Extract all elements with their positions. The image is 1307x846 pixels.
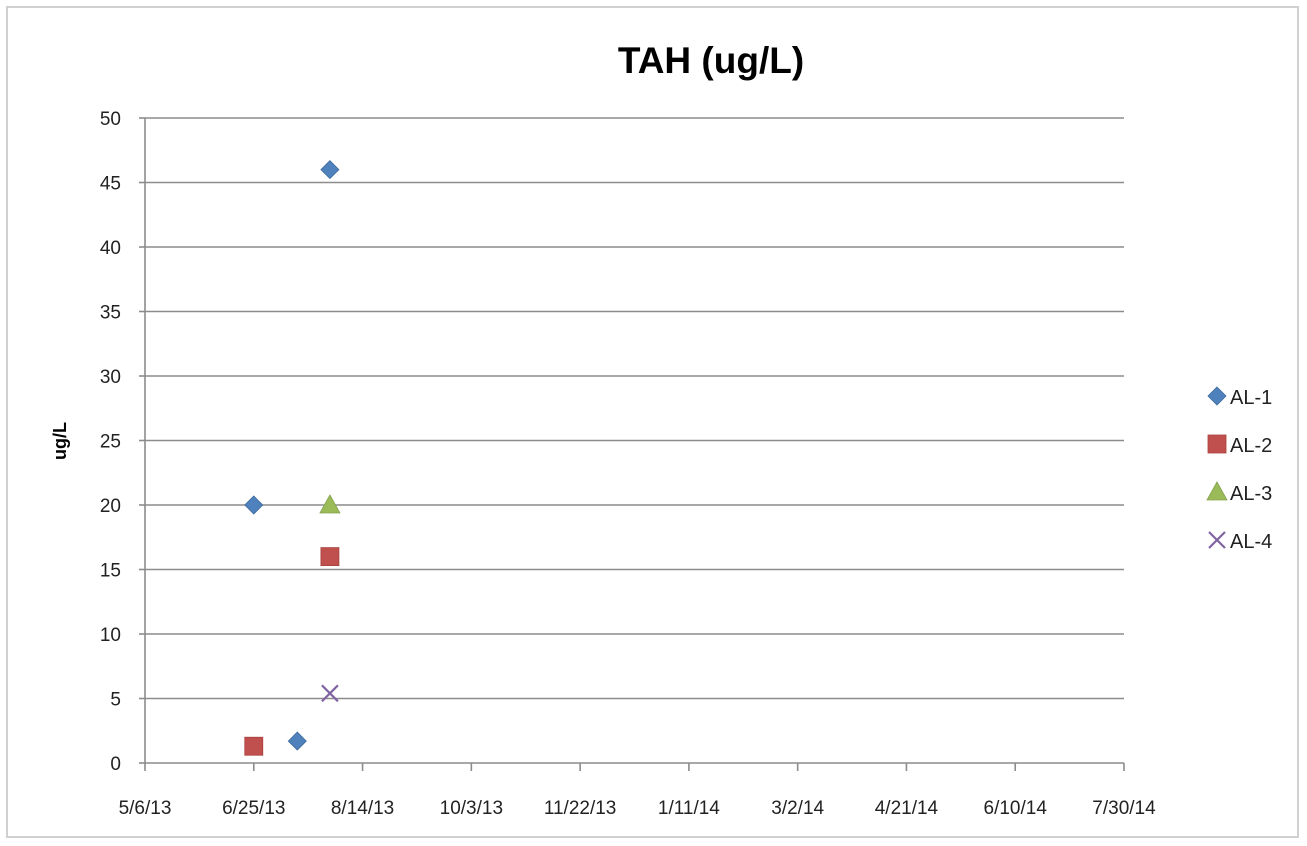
- legend-marker-al-1: [1207, 386, 1227, 406]
- y-tick-label: 15: [100, 561, 121, 582]
- data-point-al-2: [320, 547, 340, 566]
- x-tick-label: 6/10/14: [984, 798, 1048, 819]
- y-tick-label: 35: [100, 303, 121, 324]
- x-tick-label: 4/21/14: [875, 798, 939, 819]
- x-tick-label: 3/2/14: [771, 798, 824, 819]
- x-tick-label: 10/3/13: [440, 798, 503, 819]
- y-tick-label: 45: [100, 174, 121, 195]
- gridlines: [145, 117, 1124, 700]
- legend: AL-1 AL-2 AL-3 AL-4: [1206, 386, 1272, 553]
- legend-label-al-3: AL-3: [1230, 483, 1272, 505]
- data-point-al-3: [319, 494, 341, 514]
- x-tick-label: 1/11/14: [658, 798, 720, 819]
- y-tick-label: 50: [100, 109, 121, 130]
- x-tick-label: 6/25/13: [222, 798, 285, 819]
- axes: 0 5 10 15 20 25 30 35 40 45 50 5/6/13 6/25/13 8/14/13…: [100, 109, 1156, 819]
- y-tick-label: 25: [100, 432, 121, 453]
- data-points: [244, 160, 341, 756]
- chart-frame: [6, 6, 1299, 838]
- x-tick-label: 7/30/14: [1092, 798, 1156, 819]
- y-tick-label: 30: [100, 367, 121, 388]
- x-tick-label: 8/14/13: [331, 798, 394, 819]
- legend-marker-al-2: [1207, 434, 1227, 454]
- data-point-al-4: [321, 684, 339, 703]
- x-tick-label: 11/22/13: [544, 798, 617, 819]
- legend-marker-al-4: [1208, 531, 1226, 549]
- y-tick-label: 40: [100, 238, 121, 259]
- y-axis-title: ug/L: [50, 422, 70, 460]
- y-tick-label: 10: [100, 625, 121, 646]
- y-tick-label: 0: [110, 754, 121, 775]
- y-tick-label: 5: [110, 690, 121, 711]
- data-point-al-1: [244, 495, 264, 515]
- y-tick-label: 20: [100, 496, 121, 517]
- legend-label-al-4: AL-4: [1230, 531, 1272, 553]
- chart-title: TAH (ug/L): [618, 40, 804, 81]
- x-tick-label: 5/6/13: [119, 798, 172, 819]
- legend-marker-al-3: [1206, 481, 1228, 501]
- data-point-al-1: [320, 160, 340, 180]
- data-point-al-2: [244, 736, 264, 756]
- legend-label-al-2: AL-2: [1230, 435, 1272, 457]
- legend-label-al-1: AL-1: [1230, 387, 1272, 409]
- data-point-al-1: [287, 731, 307, 751]
